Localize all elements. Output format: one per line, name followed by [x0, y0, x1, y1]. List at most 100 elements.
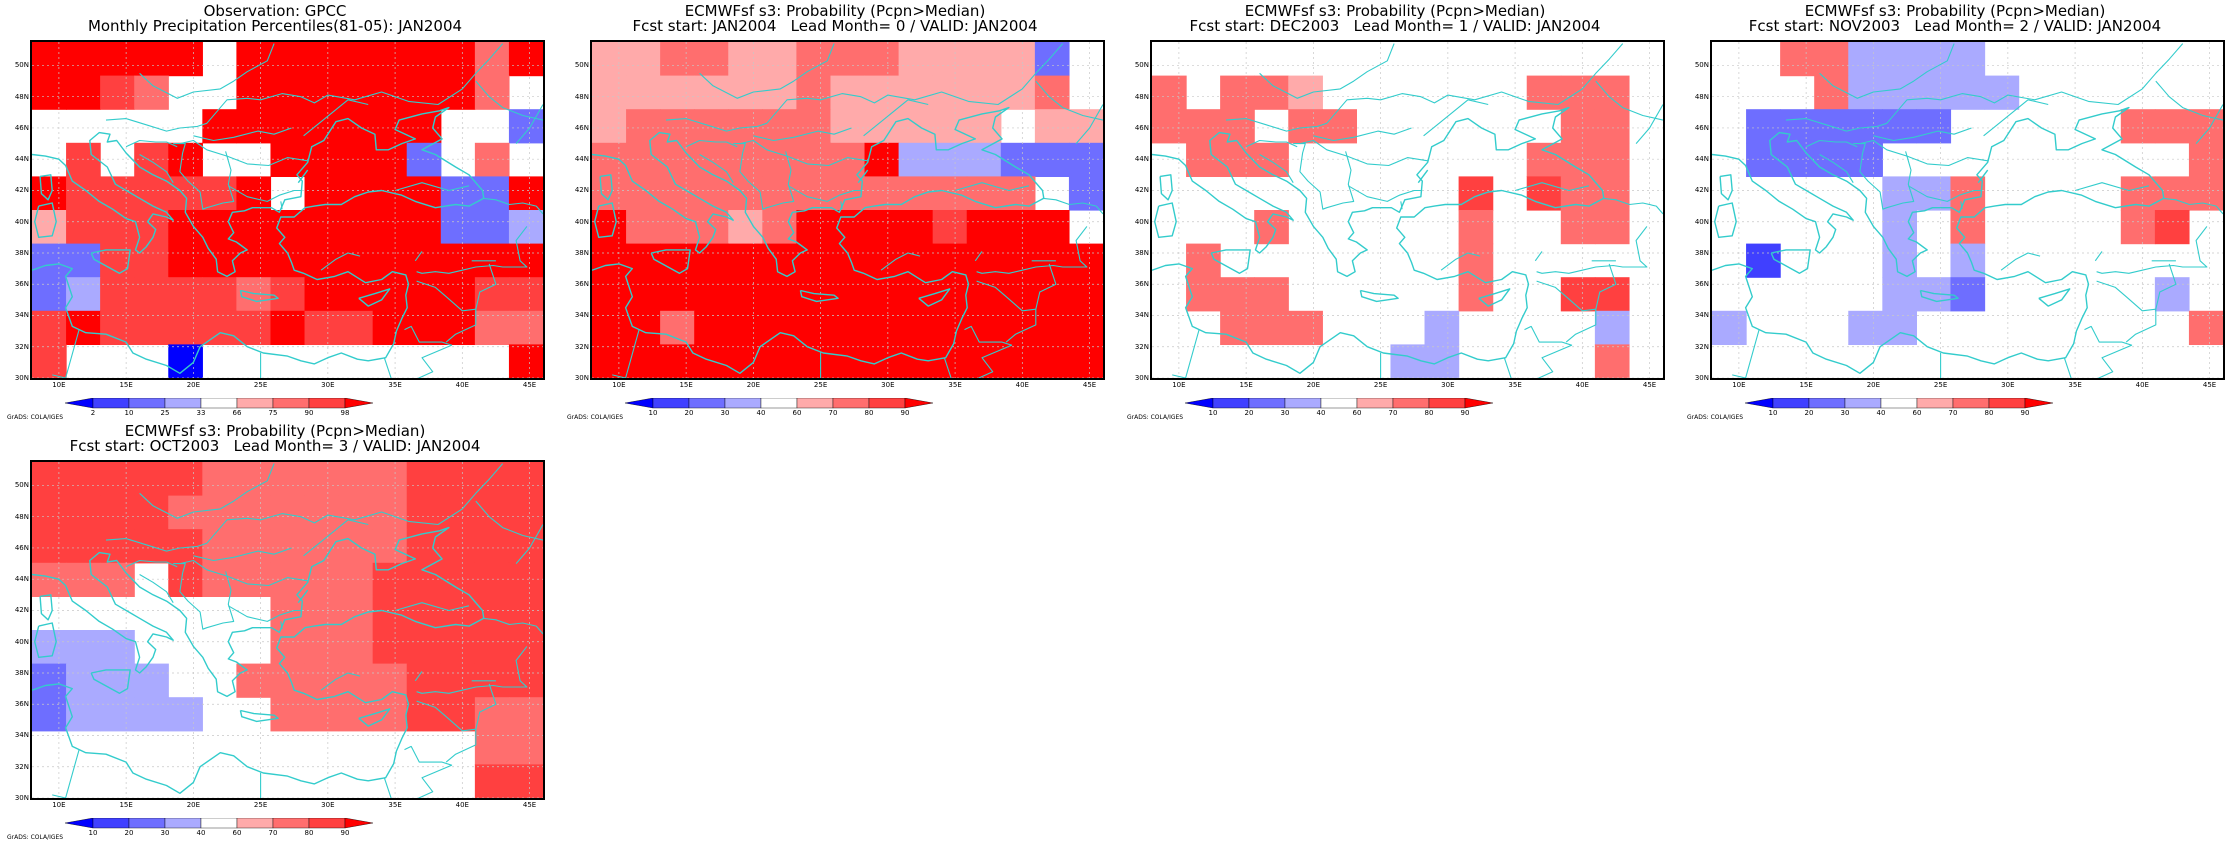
country-border — [1042, 197, 1103, 215]
country-border — [1908, 185, 1981, 202]
grid-cell — [100, 75, 135, 110]
colorbar-label: 40 — [1876, 409, 1886, 417]
country-border — [404, 325, 453, 378]
country-border — [1440, 252, 1481, 271]
grid-cell — [406, 697, 442, 732]
grid-cell — [406, 462, 442, 497]
grid-cell — [32, 462, 67, 497]
lon-tick-label: 40E — [2135, 381, 2149, 389]
lat-tick-label: 34N — [14, 731, 29, 740]
grid-cell — [32, 495, 67, 530]
grid-cell — [1152, 109, 1187, 144]
country-border — [1313, 127, 1412, 142]
grid-cell — [830, 210, 866, 245]
grid-cell — [1780, 109, 1815, 144]
grid-cell — [966, 277, 1002, 312]
country-border — [1075, 104, 1103, 144]
country-border — [612, 329, 640, 378]
grid-cell — [168, 210, 203, 245]
lon-tick-label: 25E — [253, 801, 268, 809]
map-canvas — [592, 42, 1103, 378]
grid-cell — [202, 495, 237, 530]
grid-cell — [660, 277, 695, 312]
colorbar-segment — [92, 398, 130, 409]
grid-cell — [1288, 75, 1323, 110]
lat-tick-label: 36N — [14, 700, 29, 709]
grid-cell — [898, 176, 934, 211]
grid-cell — [1068, 277, 1103, 312]
grid-cell — [1882, 42, 1917, 77]
grid-cell — [592, 243, 627, 278]
grid-cell — [796, 42, 832, 77]
grid-cell — [440, 462, 476, 497]
country-border — [1035, 80, 1103, 121]
country-border — [303, 519, 369, 557]
lat-tick-label: 40N — [14, 637, 29, 646]
grid-cell — [134, 243, 169, 278]
grid-cell — [270, 697, 306, 732]
country-border — [280, 201, 283, 210]
colorbar-segment — [1392, 398, 1430, 409]
grid-cell — [2154, 277, 2190, 312]
grid-cell — [338, 42, 374, 77]
grid-cell — [304, 462, 340, 497]
colorbar-segment — [760, 398, 798, 409]
grid-cell — [1034, 75, 1070, 110]
colorbar-segment — [164, 398, 202, 409]
coastline — [1152, 106, 1605, 374]
grid-cell — [1882, 310, 1917, 345]
grid-cell — [694, 243, 729, 278]
coastline — [592, 106, 1045, 374]
grid-cell — [372, 176, 408, 211]
grid-cell — [338, 596, 374, 631]
grid-cell — [626, 42, 661, 77]
grid-cell — [1848, 42, 1883, 77]
country-border — [475, 80, 543, 121]
grid-cell — [406, 630, 442, 665]
grid-cell — [1458, 243, 1494, 278]
grid-cell — [864, 210, 900, 245]
grid-cell — [304, 142, 340, 177]
grid-cell — [1882, 75, 1917, 110]
country-border — [515, 524, 543, 564]
colorbar-max-arrow — [344, 398, 374, 409]
country-border — [173, 563, 235, 630]
country-border — [383, 357, 392, 378]
grid-cell — [1560, 142, 1596, 177]
lon-tick-label: 15E — [679, 381, 693, 389]
grid-cell — [1594, 75, 1630, 110]
country-border — [383, 777, 392, 798]
country-border — [482, 197, 543, 215]
grid-cell — [270, 529, 306, 564]
panel-title-line2: Fcst start: OCT2003 Lead Month= 3 / VALI… — [69, 437, 481, 455]
colorbar-segment — [1212, 398, 1250, 409]
grid-cell — [932, 142, 968, 177]
lat-tick-label: 36N — [1134, 280, 1149, 289]
grid-cell — [694, 42, 729, 77]
grid-cell — [932, 109, 968, 144]
lat-tick-label: 40N — [1694, 217, 1709, 226]
grid-cell — [304, 75, 340, 110]
grid-cell — [32, 243, 67, 278]
grid-cell — [1882, 109, 1917, 144]
grid-cell — [32, 42, 67, 77]
grid-cell — [592, 310, 627, 345]
lon-tick-label: 25E — [253, 381, 268, 389]
grid-cell — [932, 176, 968, 211]
colorbar-segment — [128, 398, 166, 409]
country-border — [1960, 201, 1963, 210]
coastline — [90, 669, 131, 694]
country-border — [320, 252, 361, 271]
country-border — [193, 547, 292, 562]
lon-tick-label: 30E — [321, 801, 335, 809]
grid-cell — [440, 697, 476, 732]
colorbar-segment — [1808, 398, 1846, 409]
lat-tick-label: 30N — [14, 374, 29, 382]
grid-cell — [1984, 75, 2020, 110]
grid-cell — [660, 210, 695, 245]
country-border — [139, 43, 275, 99]
coastline — [39, 594, 53, 621]
country-border — [2094, 251, 2103, 262]
lon-tick-label: 45E — [1082, 381, 1097, 389]
grid-cell — [32, 529, 67, 564]
